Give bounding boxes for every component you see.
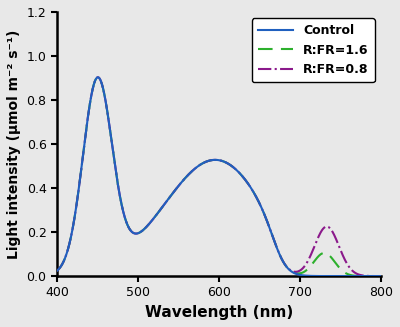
Y-axis label: Light intensity (μmol m⁻² s⁻¹): Light intensity (μmol m⁻² s⁻¹) [7,29,21,259]
Legend: Control, R:FR=1.6, R:FR=0.8: Control, R:FR=1.6, R:FR=0.8 [252,18,375,82]
X-axis label: Wavelength (nm): Wavelength (nm) [145,305,293,320]
